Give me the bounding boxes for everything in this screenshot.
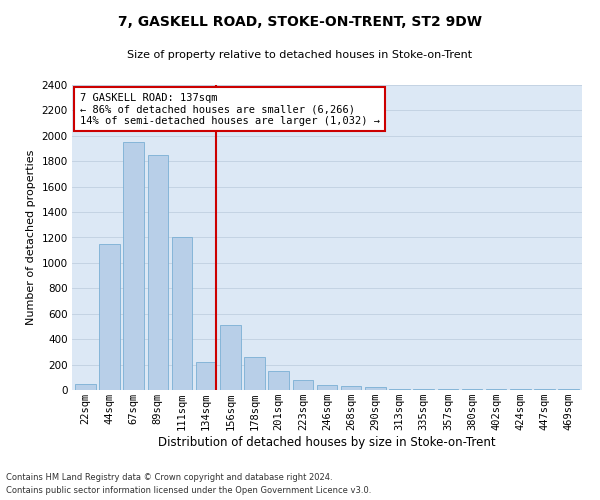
Bar: [293, 380, 313, 390]
Bar: [244, 357, 265, 390]
Text: Size of property relative to detached houses in Stoke-on-Trent: Size of property relative to detached ho…: [127, 50, 473, 60]
Text: Contains HM Land Registry data © Crown copyright and database right 2024.: Contains HM Land Registry data © Crown c…: [6, 474, 332, 482]
Y-axis label: Number of detached properties: Number of detached properties: [26, 150, 36, 325]
Bar: [268, 371, 289, 390]
Text: Contains public sector information licensed under the Open Government Licence v3: Contains public sector information licen…: [6, 486, 371, 495]
Bar: [75, 384, 95, 390]
Bar: [99, 244, 120, 390]
Bar: [389, 388, 410, 390]
Bar: [148, 155, 168, 390]
Bar: [317, 385, 337, 390]
Bar: [341, 386, 361, 390]
Bar: [124, 142, 144, 390]
Text: 7, GASKELL ROAD, STOKE-ON-TRENT, ST2 9DW: 7, GASKELL ROAD, STOKE-ON-TRENT, ST2 9DW: [118, 15, 482, 29]
Text: 7 GASKELL ROAD: 137sqm
← 86% of detached houses are smaller (6,266)
14% of semi-: 7 GASKELL ROAD: 137sqm ← 86% of detached…: [80, 92, 380, 126]
Bar: [220, 325, 241, 390]
Bar: [365, 387, 386, 390]
Bar: [172, 238, 192, 390]
X-axis label: Distribution of detached houses by size in Stoke-on-Trent: Distribution of detached houses by size …: [158, 436, 496, 449]
Bar: [196, 362, 217, 390]
Bar: [413, 389, 434, 390]
